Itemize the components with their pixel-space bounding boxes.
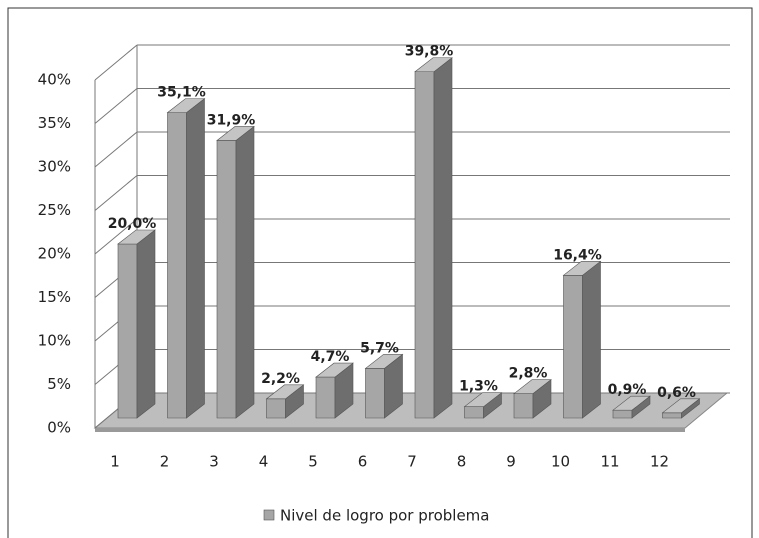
bar-top xyxy=(612,395,651,411)
value-label: 2,2% xyxy=(261,371,300,387)
bar-front xyxy=(513,393,534,419)
bar-top xyxy=(364,354,404,369)
bar xyxy=(562,260,602,419)
bar-side xyxy=(235,125,255,419)
bar xyxy=(364,353,404,419)
grid-line xyxy=(94,131,138,168)
legend-label: Nivel de logro por problema xyxy=(280,507,490,525)
bar-side xyxy=(582,260,601,419)
value-label: 5,7% xyxy=(360,340,399,356)
x-tick-label: 7 xyxy=(407,453,417,471)
x-tick-label: 6 xyxy=(358,453,368,471)
y-tick-label: 5% xyxy=(47,375,71,393)
y-tick-label: 20% xyxy=(38,245,71,263)
x-tick-label: 9 xyxy=(506,453,516,471)
y-tick-label: 40% xyxy=(38,71,71,89)
value-label: 1,3% xyxy=(459,379,498,395)
bar-front xyxy=(117,243,138,419)
bar-top xyxy=(661,398,701,414)
grid-line xyxy=(94,44,138,81)
x-tick-label: 3 xyxy=(209,453,219,471)
y-tick-label: 35% xyxy=(38,114,71,132)
y-tick-label: 15% xyxy=(38,288,71,306)
x-tick-label: 11 xyxy=(600,453,619,471)
bar-top xyxy=(562,261,602,276)
value-label: 0,9% xyxy=(608,382,647,398)
x-tick-label: 5 xyxy=(308,453,318,471)
value-label: 0,6% xyxy=(657,385,696,401)
bar xyxy=(265,384,305,419)
bar-front xyxy=(216,140,237,419)
grid-line xyxy=(94,218,138,255)
bar-front xyxy=(315,376,336,419)
value-label: 20,0% xyxy=(108,216,157,232)
grid-line xyxy=(94,88,138,124)
bar-front xyxy=(266,398,286,419)
grid-line xyxy=(94,175,138,211)
bar-top xyxy=(315,362,354,378)
bar-top xyxy=(117,229,156,245)
x-tick-label: 2 xyxy=(160,453,170,471)
bar xyxy=(414,57,453,419)
bar xyxy=(513,379,552,419)
x-tick-label: 4 xyxy=(259,453,269,471)
value-label: 2,8% xyxy=(509,366,548,382)
bar xyxy=(315,362,354,419)
bar-top xyxy=(463,392,503,407)
bar-top xyxy=(513,379,552,394)
bar-front xyxy=(563,275,583,419)
legend-swatch xyxy=(263,509,275,521)
bar-front xyxy=(662,412,682,419)
value-label: 4,7% xyxy=(311,349,350,365)
y-tick-label: 25% xyxy=(38,201,71,219)
bar xyxy=(117,229,156,419)
bar-front xyxy=(414,71,435,419)
value-label: 39,8% xyxy=(405,44,454,60)
chart-frame xyxy=(7,7,753,538)
x-tick-label: 10 xyxy=(551,453,570,471)
floor-edge xyxy=(95,428,685,432)
value-label: 16,4% xyxy=(553,247,602,263)
bar-top xyxy=(216,126,255,141)
value-label: 31,9% xyxy=(207,112,256,128)
bar-top xyxy=(414,57,453,73)
bar-side xyxy=(186,98,205,419)
x-tick-label: 8 xyxy=(457,453,467,471)
x-tick-label: 1 xyxy=(110,453,120,471)
bar xyxy=(463,392,503,419)
bar-front xyxy=(612,409,633,419)
y-tick-label: 30% xyxy=(38,158,71,176)
bar-side xyxy=(136,229,156,419)
bar-top xyxy=(166,98,206,113)
bar-front xyxy=(464,406,484,419)
y-tick-label: 0% xyxy=(47,419,71,437)
x-tick-label: 12 xyxy=(650,453,669,471)
bar xyxy=(612,395,651,419)
bar xyxy=(216,125,255,419)
bar xyxy=(661,398,701,419)
y-tick-label: 10% xyxy=(38,332,71,350)
bar-front xyxy=(365,368,385,419)
bar xyxy=(166,98,206,419)
bar-top xyxy=(265,384,305,400)
bar-front xyxy=(167,112,187,419)
value-label: 35,1% xyxy=(157,85,206,101)
bar-side xyxy=(433,57,453,419)
